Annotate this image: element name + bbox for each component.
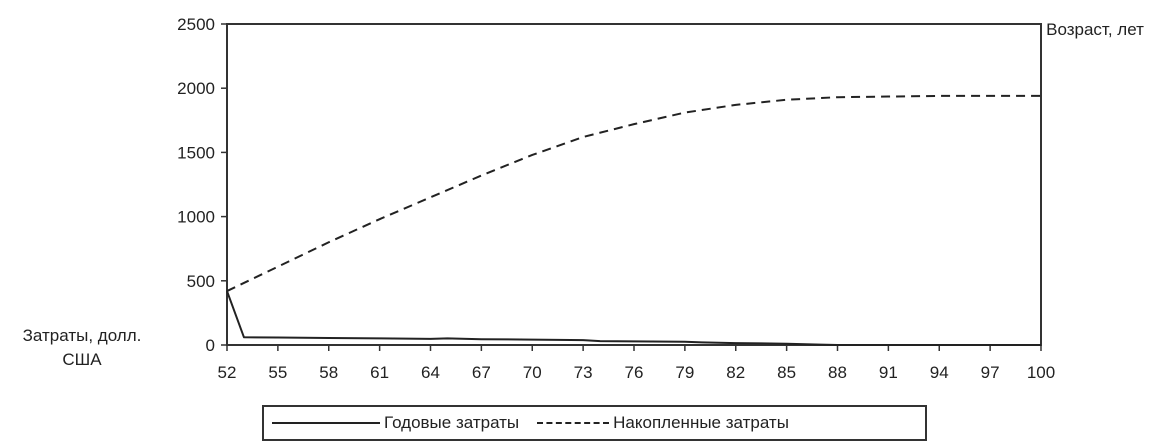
x-tick-label: 91	[879, 363, 898, 382]
y-tick-label: 2000	[177, 79, 215, 98]
x-tick-label: 85	[777, 363, 796, 382]
x-tick-label: 67	[472, 363, 491, 382]
x-tick-label: 52	[218, 363, 237, 382]
x-tick-label: 88	[828, 363, 847, 382]
legend-label-annual: Годовые затраты	[384, 413, 520, 432]
x-tick-label: 70	[523, 363, 542, 382]
x-axis-title: Возраст, лет	[1046, 20, 1144, 39]
y-tick-label: 500	[187, 272, 215, 291]
legend: Годовые затраты Накопленные затраты	[262, 405, 927, 441]
plot-area-frame	[226, 23, 1042, 346]
series-line-annual	[226, 290, 1041, 346]
y-tick-label: 0	[206, 336, 215, 355]
x-tick-label: 61	[370, 363, 389, 382]
series-line-cumulative	[226, 94, 1041, 292]
x-tick-label: 76	[625, 363, 644, 382]
y-tick-label: 1500	[177, 143, 215, 162]
y-axis-title: Затраты, долл. США	[22, 326, 142, 369]
y-tick-label: 2500	[177, 15, 215, 34]
legend-label-cumulative: Накопленные затраты	[613, 413, 789, 432]
legend-item-cumulative: Накопленные затраты	[519, 413, 789, 433]
legend-item-annual: Годовые затраты	[264, 413, 519, 433]
x-tick-label: 100	[1027, 363, 1055, 382]
y-tick-label: 1000	[177, 208, 215, 227]
x-tick-label: 58	[319, 363, 338, 382]
x-tick-label: 64	[421, 363, 440, 382]
x-tick-label: 97	[981, 363, 1000, 382]
legend-solid-line-swatch	[272, 422, 380, 424]
x-tick-label: 55	[268, 363, 287, 382]
legend-dashed-line-swatch	[537, 422, 610, 424]
x-tick-label: 82	[726, 363, 745, 382]
x-tick-label: 94	[930, 363, 949, 382]
x-tick-label: 79	[675, 363, 694, 382]
x-tick-label: 73	[574, 363, 593, 382]
